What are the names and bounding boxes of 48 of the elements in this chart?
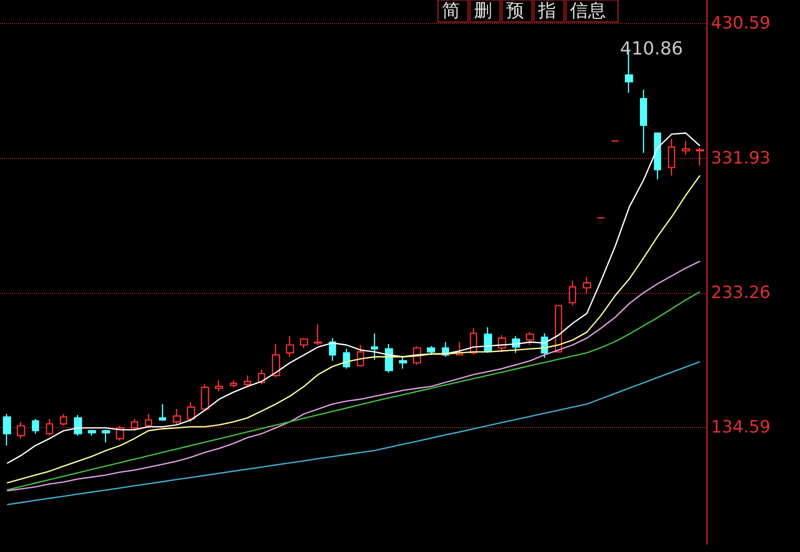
line-series xyxy=(6,132,701,464)
candlestick xyxy=(668,138,676,176)
candlestick xyxy=(568,280,576,306)
candlestick xyxy=(88,429,96,436)
candlestick xyxy=(46,418,54,436)
candlestick xyxy=(158,404,166,422)
y-tick-label: 134.59 xyxy=(711,417,770,438)
annotation: 删 xyxy=(474,0,492,22)
candlestick xyxy=(526,332,534,346)
candlestick xyxy=(696,147,704,166)
candlestick xyxy=(370,332,378,360)
candlestick xyxy=(314,324,322,346)
candlestick xyxy=(356,344,364,368)
candlestick xyxy=(300,338,308,349)
annotation: 410.86 xyxy=(620,38,683,60)
candlestick xyxy=(328,338,336,362)
candlestick xyxy=(172,408,182,424)
line-series xyxy=(6,361,701,506)
candlestick xyxy=(230,380,238,388)
candlestick xyxy=(2,413,12,446)
annotation: 指 xyxy=(537,0,556,22)
annotation: 预 xyxy=(506,0,524,22)
candlestick xyxy=(74,414,82,436)
candlestick xyxy=(682,140,690,156)
candlestick xyxy=(186,402,196,422)
candlestick xyxy=(102,429,110,444)
candlestick xyxy=(286,335,294,358)
candlestick xyxy=(426,345,436,356)
candlestick xyxy=(582,276,592,294)
candlestick xyxy=(640,89,648,154)
candlestick xyxy=(484,326,492,354)
candlestick xyxy=(214,380,224,392)
candlestick xyxy=(144,413,152,428)
candlestick xyxy=(130,418,138,432)
candlestick xyxy=(398,356,408,370)
y-tick-label: 233.26 xyxy=(711,282,770,303)
candlestick xyxy=(244,374,252,388)
y-tick-label: 331.93 xyxy=(711,148,770,168)
annotation: 简 xyxy=(442,0,460,22)
y-tick-label: 430.59 xyxy=(711,14,770,34)
candlestick xyxy=(654,132,662,180)
line-series xyxy=(6,174,701,484)
candlestick xyxy=(200,384,210,412)
candlestick xyxy=(60,413,68,426)
candlestick xyxy=(16,421,26,440)
annotation: 信息 xyxy=(570,0,606,22)
candlestick xyxy=(32,418,40,434)
candlestick xyxy=(272,343,280,378)
